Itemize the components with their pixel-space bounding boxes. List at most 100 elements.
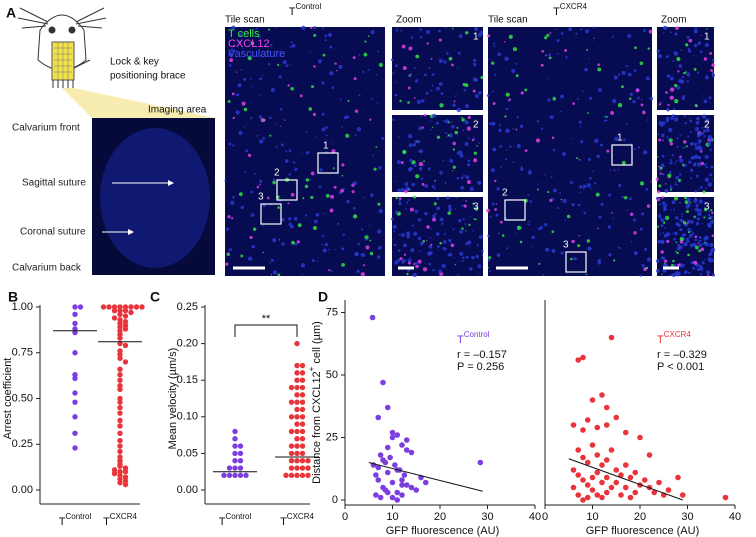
micrograph-speck [413, 263, 416, 266]
micrograph [392, 27, 483, 110]
micrograph-speck [552, 188, 557, 193]
micrograph-speck [669, 159, 673, 162]
micrograph-speck [660, 218, 665, 222]
data-point [413, 487, 420, 493]
micrograph-speck [431, 84, 434, 87]
micrograph-speck [377, 245, 382, 250]
micrograph-speck [660, 239, 665, 244]
micrograph-speck [312, 226, 317, 230]
micrograph-speck [646, 119, 649, 121]
data-point [389, 434, 396, 441]
micrograph-speck [685, 210, 689, 214]
data-point [641, 477, 648, 483]
micrograph-speck [697, 132, 702, 137]
data-point [646, 452, 653, 458]
micrograph-speck [670, 31, 672, 34]
micrograph-speck [685, 43, 689, 47]
micrograph-speck [656, 49, 660, 53]
data-point [627, 494, 634, 501]
data-point [679, 492, 686, 498]
data-point [589, 474, 596, 481]
micrograph-speck [408, 46, 413, 51]
micrograph-speck [660, 166, 663, 170]
micrograph-speck [321, 112, 325, 116]
micrograph-speck [505, 92, 510, 97]
micrograph-speck [698, 188, 700, 190]
data-point [399, 482, 405, 488]
micrograph-speck [486, 208, 490, 213]
data-point [299, 436, 306, 442]
data-point [570, 422, 577, 428]
micrograph-speck [430, 243, 433, 246]
micrograph-speck [693, 260, 698, 265]
micrograph-speck [311, 259, 315, 263]
data-point [580, 477, 586, 483]
micrograph-speck [440, 92, 444, 96]
data-point [117, 437, 123, 444]
micrograph-speck [679, 49, 682, 51]
micrograph-speck [397, 258, 401, 263]
micrograph-speck [448, 133, 453, 138]
micrograph-speck [629, 197, 632, 201]
micrograph-speck [703, 163, 707, 167]
series-name-part: CXCR4 [664, 330, 692, 339]
micrograph-speck [576, 157, 579, 160]
micrograph-speck [287, 84, 290, 87]
y-tick-label: 0.75 [12, 347, 33, 359]
micrograph-speck [414, 97, 416, 99]
micrograph-speck [704, 75, 709, 80]
micrograph-speck [322, 248, 327, 253]
data-point [570, 484, 577, 491]
micrograph-speck [702, 129, 706, 133]
micrograph-speck [516, 225, 522, 230]
micrograph-speck [676, 85, 681, 90]
micrograph-speck [261, 75, 263, 77]
micrograph-speck [675, 222, 680, 226]
micrograph-speck [446, 52, 449, 55]
micrograph-speck [448, 252, 453, 257]
micrograph-speck [697, 242, 700, 245]
data-point [389, 494, 396, 501]
micrograph-speck [571, 138, 573, 140]
micrograph-speck [375, 73, 378, 76]
data-point [594, 424, 601, 431]
data-point [632, 469, 639, 476]
micrograph-speck [270, 44, 273, 47]
micrograph-speck [364, 40, 367, 43]
micrograph-speck [361, 228, 364, 231]
micrograph-speck [618, 246, 621, 250]
micrograph-speck [395, 64, 398, 68]
micrograph-speck [373, 167, 377, 171]
micrograph-speck [687, 135, 690, 138]
micrograph-speck [231, 92, 235, 96]
micrograph-speck [675, 176, 680, 180]
micrograph-speck [635, 88, 640, 93]
micrograph-speck [571, 203, 575, 207]
calvarium-back: Calvarium back [12, 263, 82, 274]
micrograph-speck [418, 161, 424, 167]
micrograph-speck [499, 220, 503, 224]
data-point [117, 335, 123, 341]
micrograph-speck [560, 110, 562, 113]
micrograph-speck [467, 115, 471, 120]
micrograph-speck [309, 51, 311, 53]
trend-line [368, 462, 483, 492]
data-point [294, 428, 300, 435]
data-point [111, 470, 118, 477]
data-point [294, 362, 300, 369]
x-tick-label: 10 [386, 511, 398, 523]
micrograph-speck [671, 114, 675, 118]
micrograph-speck [259, 179, 263, 183]
micrograph-speck [481, 254, 484, 257]
micrograph-speck [296, 240, 300, 244]
micrograph-speck [597, 227, 599, 230]
micrograph-speck [430, 120, 432, 122]
micrograph-speck [313, 33, 317, 37]
micrograph-speck [358, 94, 361, 97]
micrograph-speck [447, 134, 450, 137]
micrograph-speck [417, 218, 422, 222]
micrograph-speck [662, 172, 665, 176]
micrograph-speck [277, 63, 280, 67]
micrograph-speck [235, 71, 238, 73]
micrograph-speck [679, 158, 684, 163]
